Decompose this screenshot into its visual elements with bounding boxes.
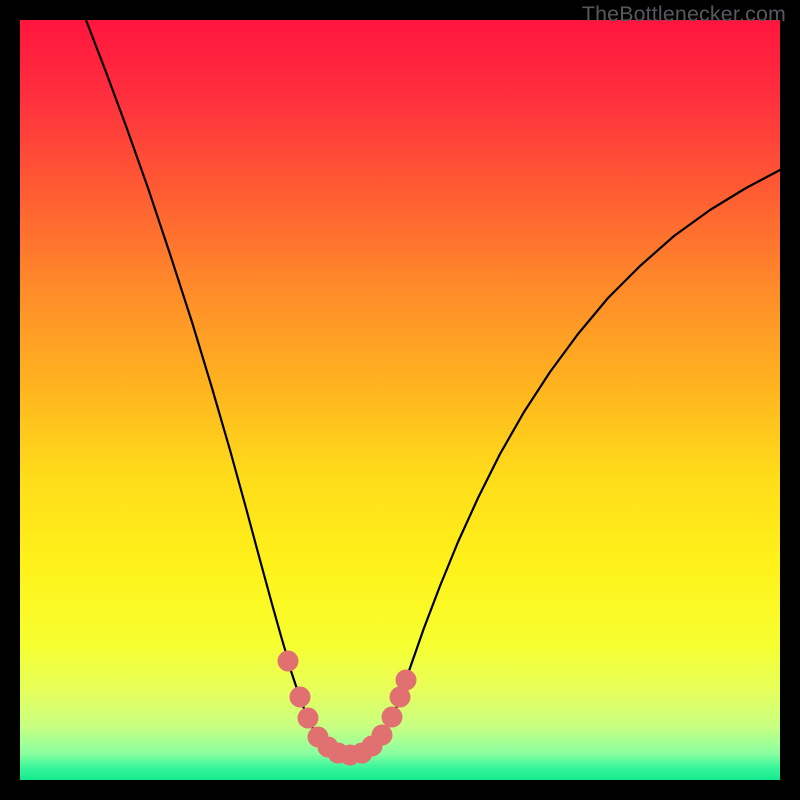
marker-dot bbox=[278, 651, 299, 672]
bottleneck-chart bbox=[20, 20, 780, 780]
watermark-text: TheBottlenecker.com bbox=[582, 2, 786, 27]
chart-frame: TheBottlenecker.com bbox=[0, 0, 800, 800]
marker-dot bbox=[290, 687, 311, 708]
marker-dot bbox=[372, 725, 393, 746]
marker-dot bbox=[298, 708, 319, 729]
marker-dot bbox=[382, 707, 403, 728]
gradient-background bbox=[20, 20, 780, 780]
marker-dot bbox=[396, 670, 417, 691]
plot-area bbox=[20, 20, 780, 780]
